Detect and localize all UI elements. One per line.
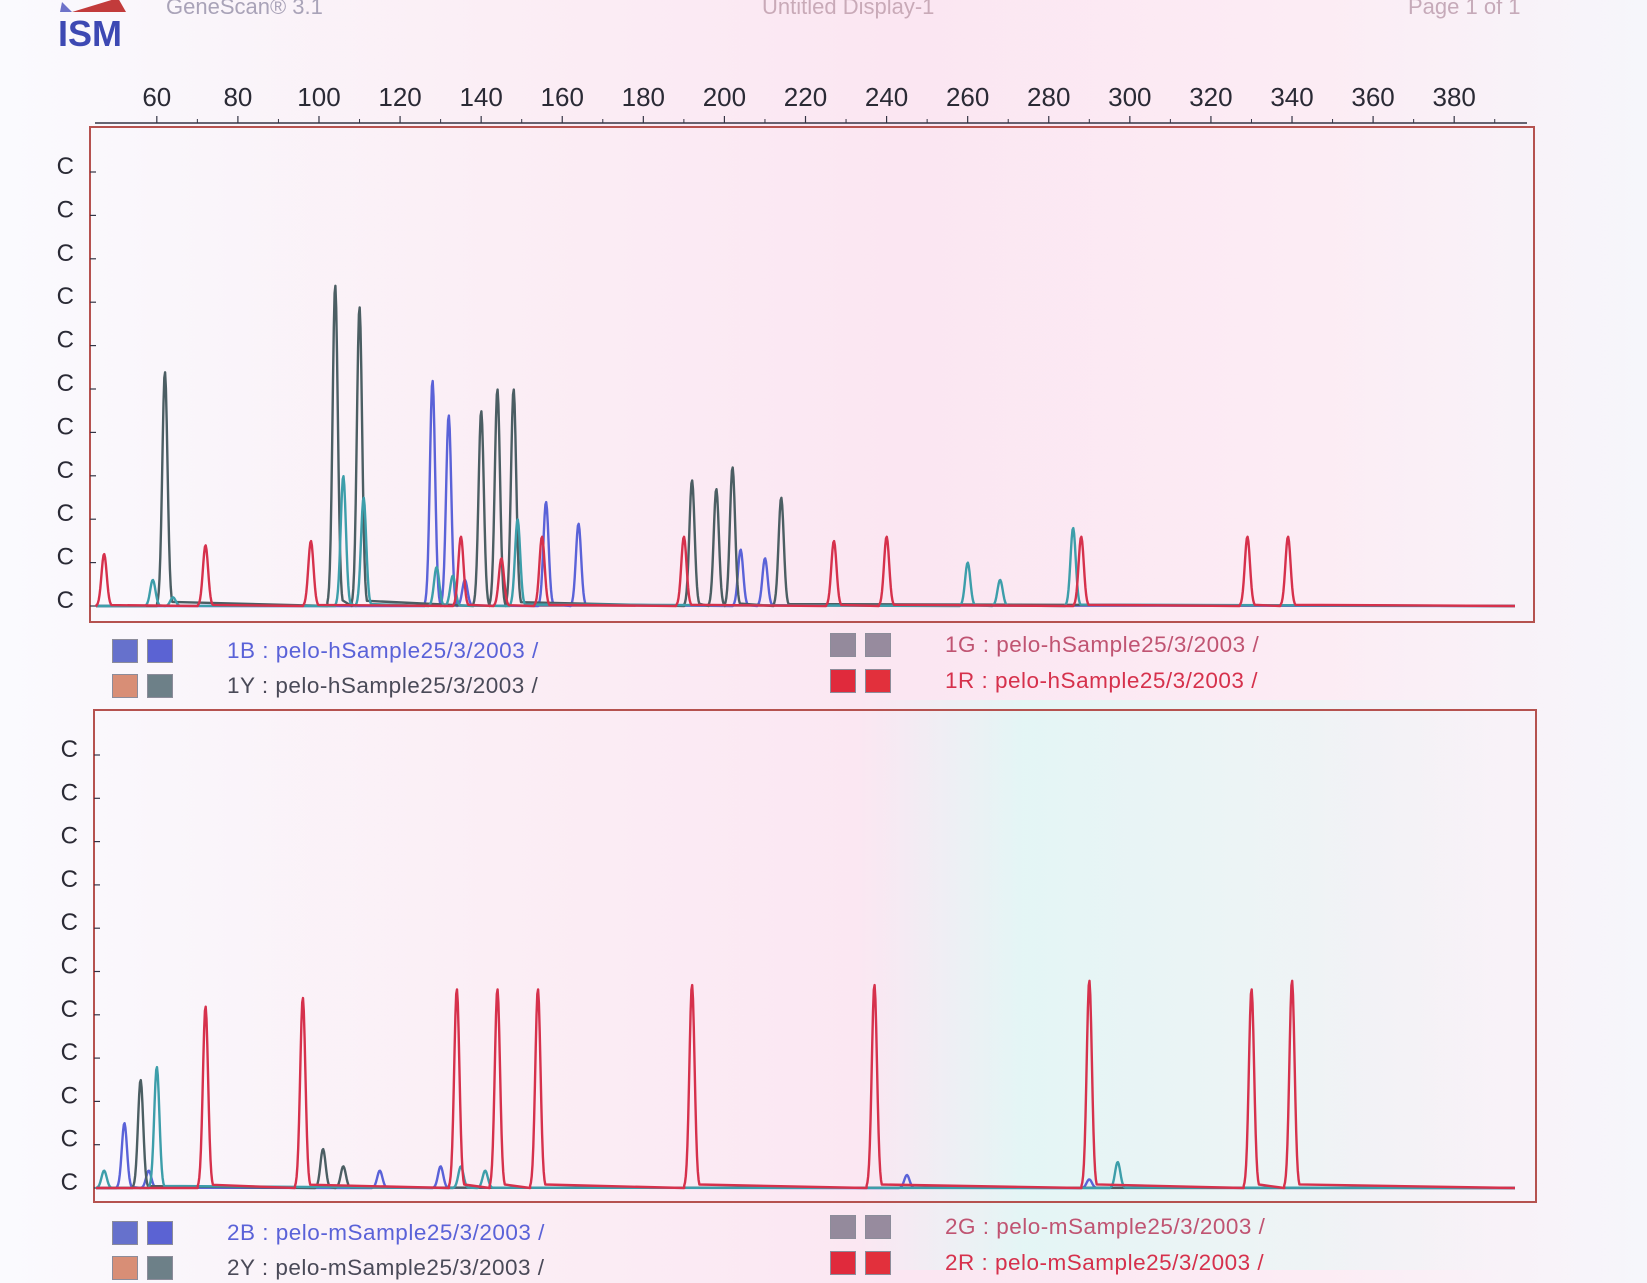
legend-swatch [830, 669, 856, 693]
legend-swatch [147, 1256, 173, 1280]
legend-entry: 1R : pelo-hSample25/3/2003 / [830, 666, 1258, 696]
y-tick-label: C [57, 500, 74, 527]
y-tick-label: C [61, 866, 78, 893]
legend-swatch [112, 639, 138, 663]
legend-swatch [112, 674, 138, 698]
trace-1R [96, 537, 1515, 606]
plot-frame [94, 710, 1536, 1202]
legend-label: 2B : pelo-mSample25/3/2003 / [227, 1220, 545, 1246]
y-tick-label: C [57, 283, 74, 310]
x-tick-label-280: 280 [1027, 82, 1070, 112]
y-tick-label: C [57, 457, 74, 484]
x-tick-label-360: 360 [1351, 82, 1394, 112]
x-tick-label-260: 260 [946, 82, 989, 112]
legend-swatch [865, 1215, 891, 1239]
x-tick-label-200: 200 [703, 82, 746, 112]
legend-label: 1R : pelo-hSample25/3/2003 / [945, 668, 1258, 694]
y-tick-label: C [57, 240, 74, 267]
y-tick-label: C [61, 1039, 78, 1066]
x-tick-label-120: 120 [378, 82, 421, 112]
y-tick-label: C [57, 544, 74, 571]
y-tick-label: C [57, 327, 74, 354]
x-tick-label-100: 100 [297, 82, 340, 112]
legend-entry: 2R : pelo-mSample25/3/2003 / [830, 1248, 1264, 1278]
legend-swatch [830, 1251, 856, 1275]
y-tick-label: C [61, 779, 78, 806]
legend-label: 1G : pelo-hSample25/3/2003 / [945, 632, 1259, 658]
legend-swatch [865, 669, 891, 693]
y-tick-label: C [61, 996, 78, 1023]
x-tick-label-380: 380 [1432, 82, 1475, 112]
legend-swatch [147, 1221, 173, 1245]
y-tick-label: C [57, 370, 74, 397]
x-tick-label-60: 60 [142, 82, 171, 112]
y-tick-label: C [61, 1126, 78, 1153]
legend-swatch [112, 1221, 138, 1245]
y-tick-label: C [57, 196, 74, 223]
x-tick-label-240: 240 [865, 82, 908, 112]
y-tick-label: C [61, 736, 78, 763]
x-tick-label-300: 300 [1108, 82, 1151, 112]
x-tick-label-220: 220 [784, 82, 827, 112]
legend-label: 2Y : pelo-mSample25/3/2003 / [227, 1255, 545, 1281]
y-tick-label: C [61, 1169, 78, 1196]
y-tick-label: C [57, 153, 74, 180]
trace-2R [96, 981, 1515, 1188]
x-tick-label-340: 340 [1270, 82, 1313, 112]
legend-swatch [865, 633, 891, 657]
legend-label: 1Y : pelo-hSample25/3/2003 / [227, 673, 538, 699]
legend-swatch [830, 633, 856, 657]
y-tick-label: C [61, 823, 78, 850]
trace-1Y [96, 476, 1515, 606]
legend-entry: 2B : pelo-mSample25/3/2003 / [112, 1218, 545, 1248]
legend-entry: 1Y : pelo-hSample25/3/2003 / [112, 671, 538, 701]
legend-entry: 2G : pelo-mSample25/3/2003 / [830, 1212, 1265, 1242]
x-tick-label-160: 160 [541, 82, 584, 112]
y-tick-label: C [57, 587, 74, 614]
plot-frame [90, 127, 1534, 622]
legend-swatch [112, 1256, 138, 1280]
legend-swatch [147, 639, 173, 663]
legend-entry: 1G : pelo-hSample25/3/2003 / [830, 630, 1259, 660]
legend-label: 1B : pelo-hSample25/3/2003 / [227, 638, 539, 664]
legend-swatch [147, 674, 173, 698]
legend-swatch [830, 1215, 856, 1239]
y-tick-label: C [61, 1082, 78, 1109]
series-2R [96, 980, 1515, 1188]
series-1Y [96, 476, 1515, 606]
legend-entry: 2Y : pelo-mSample25/3/2003 / [112, 1253, 545, 1283]
y-tick-label: C [61, 909, 78, 936]
legend-entry: 1B : pelo-hSample25/3/2003 / [112, 636, 539, 666]
x-tick-label-320: 320 [1189, 82, 1232, 112]
y-tick-label: C [61, 953, 78, 980]
series-1R [96, 536, 1515, 606]
legend-label: 2G : pelo-mSample25/3/2003 / [945, 1214, 1265, 1240]
legend-swatch [865, 1251, 891, 1275]
x-tick-label-180: 180 [622, 82, 665, 112]
x-tick-label-80: 80 [223, 82, 252, 112]
y-tick-label: C [57, 413, 74, 440]
x-tick-label-140: 140 [459, 82, 502, 112]
legend-label: 2R : pelo-mSample25/3/2003 / [945, 1250, 1264, 1276]
